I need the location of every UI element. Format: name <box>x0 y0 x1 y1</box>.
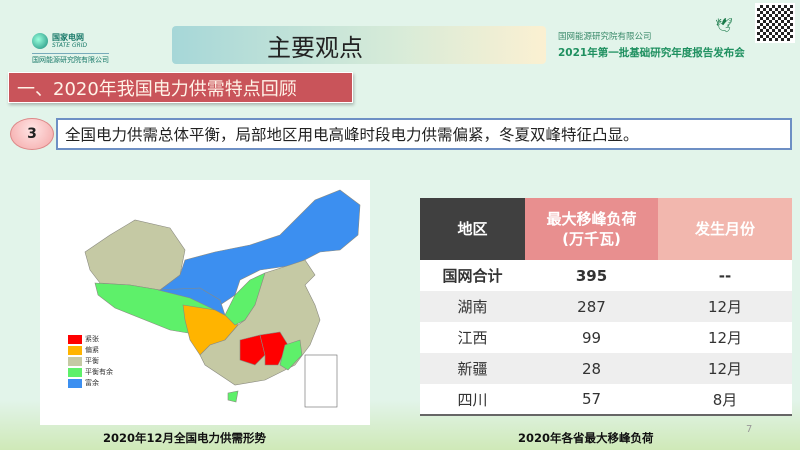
map-svg <box>84 189 361 408</box>
logo-subtitle: 国网能源研究院有限公司 <box>32 53 109 65</box>
event-name: 2021年第一批基础研究年度报告发布会 <box>558 47 745 59</box>
bird-icon: 🕊 <box>715 18 733 34</box>
header-region: 地区 <box>420 198 525 260</box>
cell-month: 12月 <box>658 353 792 384</box>
cell-month: 8月 <box>658 384 792 416</box>
legend-label: 偏紧 <box>85 346 99 354</box>
header-month: 发生月份 <box>658 198 792 260</box>
south-sea-inset <box>304 354 338 408</box>
legend-item: 紧张 <box>68 334 99 344</box>
region-xinjiang <box>84 219 186 291</box>
legend-item: 平衡 <box>68 356 99 366</box>
point-number: 3 <box>27 126 37 142</box>
globe-icon <box>32 33 48 49</box>
region-fujian <box>279 339 303 371</box>
table-caption: 2020年各省最大移峰负荷 <box>518 431 654 445</box>
peak-load-table: 地区 最大移峰负荷 (万千瓦) 发生月份 国网合计 395 -- 湖南 287 12月 江… <box>420 198 792 416</box>
legend-item: 富余 <box>68 378 99 388</box>
cell-month: -- <box>658 260 792 291</box>
table-row: 江西 99 12月 <box>420 322 792 353</box>
cell-region: 国网合计 <box>420 260 525 291</box>
point-text: 全国电力供需总体平衡，局部地区用电高峰时段电力供需偏紧，冬夏双峰特征凸显。 <box>65 126 639 144</box>
legend-swatch <box>68 356 82 366</box>
cell-load: 287 <box>525 291 658 322</box>
legend-item: 偏紧 <box>68 345 99 355</box>
table-row: 湖南 287 12月 <box>420 291 792 322</box>
cell-region: 江西 <box>420 322 525 353</box>
cell-region: 新疆 <box>420 353 525 384</box>
header-peak-load: 最大移峰负荷 (万千瓦) <box>525 198 658 260</box>
cell-month: 12月 <box>658 291 792 322</box>
map-caption: 2020年12月全国电力供需形势 <box>103 431 267 445</box>
china-map: 紧张 偏紧 平衡 平衡有余 富余 <box>40 180 370 425</box>
section-banner: 一、2020年我国电力供需特点回顾 <box>8 72 353 103</box>
cell-load: 28 <box>525 353 658 384</box>
region-hainan <box>227 390 239 403</box>
table-header: 地区 最大移峰负荷 (万千瓦) 发生月份 <box>420 198 792 260</box>
region-jiangxi <box>259 331 289 366</box>
legend-label: 紧张 <box>85 335 99 343</box>
logo-text: 国家电网 <box>52 33 84 42</box>
legend-swatch <box>68 367 82 377</box>
header-peak-load-label: 最大移峰负荷 <box>546 210 637 228</box>
page-title-text: 主要观点 <box>267 33 363 62</box>
point-box: 全国电力供需总体平衡，局部地区用电高峰时段电力供需偏紧，冬夏双峰特征凸显。 <box>56 118 792 150</box>
cell-region: 湖南 <box>420 291 525 322</box>
header-unit: (万千瓦) <box>562 230 621 248</box>
table-row: 四川 57 8月 <box>420 384 792 416</box>
qr-code <box>755 3 795 43</box>
legend-label: 平衡有余 <box>85 368 113 376</box>
page-number: 7 <box>746 424 753 435</box>
legend-label: 平衡 <box>85 357 99 365</box>
table-row: 国网合计 395 -- <box>420 260 792 291</box>
cell-month: 12月 <box>658 322 792 353</box>
event-header: 国网能源研究院有限公司 2021年第一批基础研究年度报告发布会 <box>558 30 745 60</box>
region-hunan <box>239 334 266 366</box>
logo-english: STATE GRID <box>52 42 88 49</box>
legend-label: 富余 <box>85 379 99 387</box>
legend-swatch <box>68 334 82 344</box>
cell-load: 99 <box>525 322 658 353</box>
cell-load: 395 <box>525 260 658 291</box>
legend-swatch <box>68 345 82 355</box>
legend-swatch <box>68 378 82 388</box>
point-number-badge: 3 <box>10 118 54 150</box>
cell-load: 57 <box>525 384 658 416</box>
table-row: 新疆 28 12月 <box>420 353 792 384</box>
cell-region: 四川 <box>420 384 525 416</box>
section-title: 一、2020年我国电力供需特点回顾 <box>17 78 297 100</box>
region-north-blue <box>159 189 361 306</box>
org-name: 国网能源研究院有限公司 <box>558 32 652 42</box>
page-title: 主要观点 <box>172 26 546 64</box>
legend-item: 平衡有余 <box>68 367 113 377</box>
